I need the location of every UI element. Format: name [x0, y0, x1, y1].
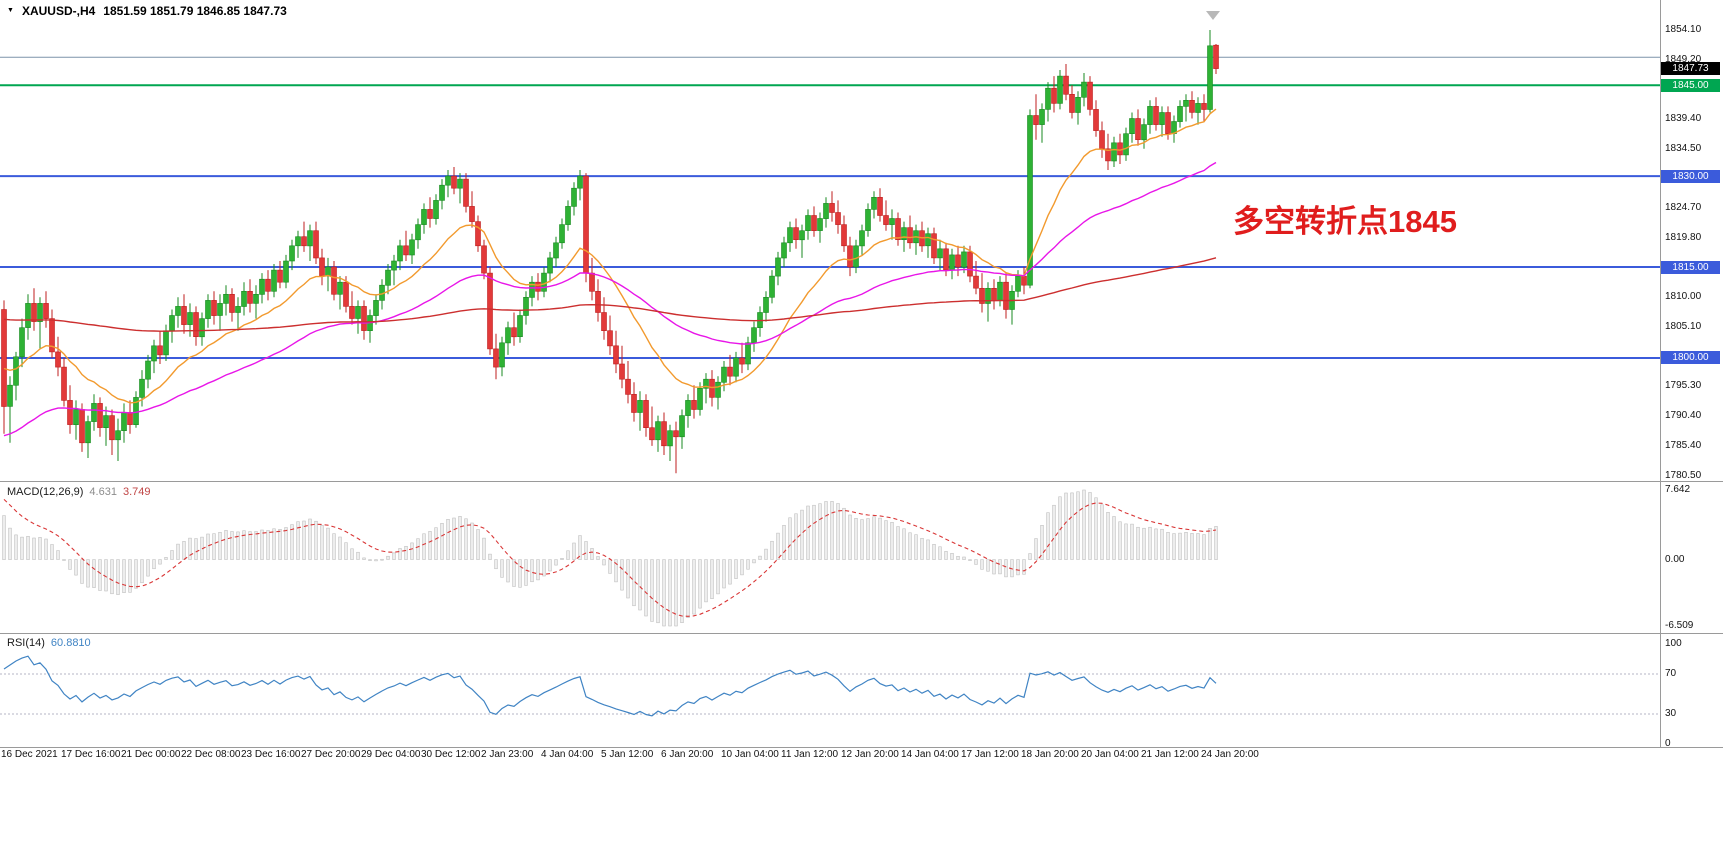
- macd-signal-value: 3.749: [122, 486, 151, 498]
- pane-separators: [0, 0, 1723, 748]
- ma-mid-magenta: [3, 161, 1217, 437]
- main-price-pane: [0, 11, 1660, 474]
- rsi-name: RSI(14): [7, 637, 45, 649]
- rsi-line: [3, 655, 1217, 717]
- ohlc-values: 1851.59 1851.79 1846.85 1847.73: [103, 4, 287, 18]
- chart-shift-marker-icon[interactable]: [1206, 11, 1220, 20]
- symbol-dropdown-icon[interactable]: ▼: [7, 7, 14, 14]
- macd-signal-line: [3, 499, 1217, 617]
- symbol-period-label: XAUUSD-,H4: [21, 4, 96, 18]
- macd-indicator-label: MACD(12,26,9) 4.631 3.749: [7, 486, 150, 498]
- macd-name: MACD(12,26,9): [7, 486, 84, 498]
- chart-annotation-text: 多空转折点1845: [1233, 204, 1457, 239]
- rsi-pane: [0, 655, 1660, 717]
- rsi-value: 60.8810: [50, 637, 91, 649]
- macd-main-value: 4.631: [89, 486, 117, 498]
- ma-slow-red: [3, 257, 1217, 332]
- macd-pane: [2, 489, 1218, 627]
- rsi-indicator-label: RSI(14) 60.8810: [7, 637, 91, 649]
- chart-header: ▼ XAUUSD-,H4 1851.59 1851.79 1846.85 184…: [7, 4, 287, 18]
